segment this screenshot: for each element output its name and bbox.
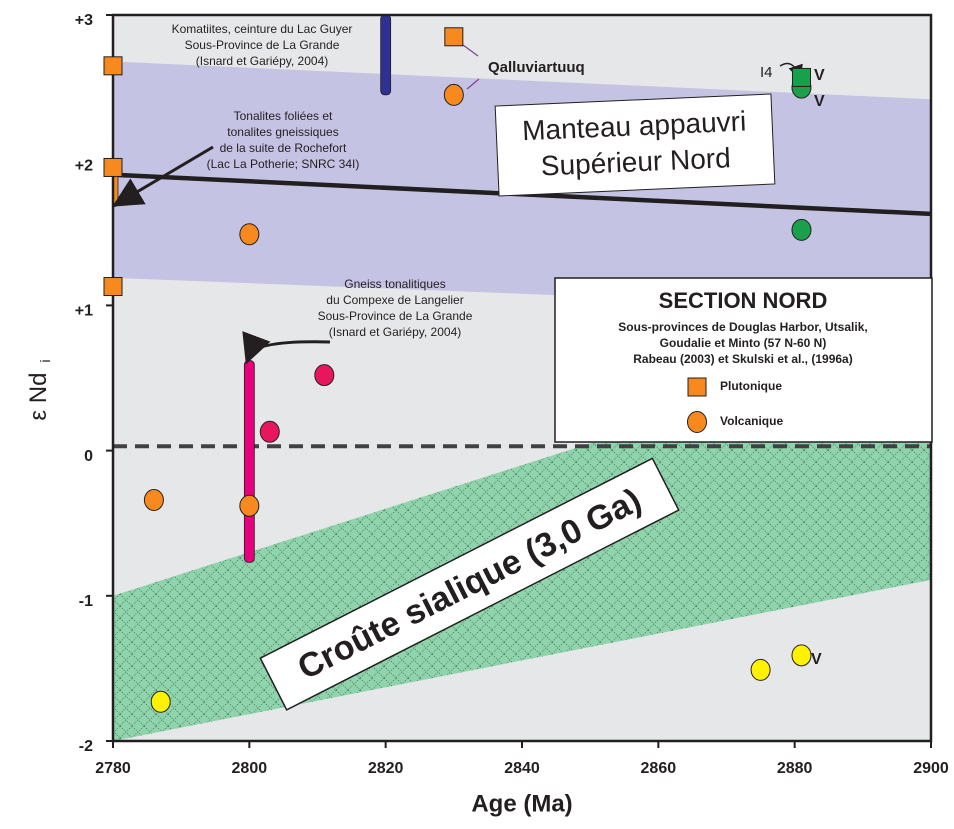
x-tick-label: 2820 (368, 760, 404, 777)
point-label: V (814, 67, 825, 84)
y-tick-label: +1 (75, 303, 93, 320)
point (239, 494, 260, 517)
annotation: tonalites gneissiques (227, 125, 338, 139)
legend-text: Sous-provinces de Douglas Harbor, Utsali… (618, 320, 867, 334)
range-bar (380, 15, 392, 96)
y-tick-label: -1 (79, 593, 93, 610)
label-box (494, 93, 776, 197)
point (103, 277, 123, 297)
y-tick-label: -2 (79, 738, 93, 755)
label-box (259, 457, 680, 711)
range-bar (243, 360, 255, 563)
x-axis-label: Age (Ma) (471, 790, 572, 817)
annotation: (Isnard et Gariépy, 2004) (329, 325, 462, 339)
point (443, 83, 464, 106)
annotation: Sous-Province de La Grande (185, 38, 340, 52)
point (143, 488, 164, 511)
legend-title: SECTION NORD (659, 288, 828, 313)
x-tick-label: 2840 (504, 760, 540, 777)
annotation: du Compexe de Langelier (326, 293, 463, 307)
y-tick-label: 0 (84, 448, 93, 465)
point (791, 67, 811, 87)
x-tick-label: 2860 (641, 760, 677, 777)
annotation: de la suite de Rochefort (220, 141, 347, 155)
point (150, 690, 171, 713)
x-tick-label: 2880 (777, 760, 813, 777)
point-label: I4 (760, 64, 773, 81)
point (103, 157, 123, 177)
legend-swatch (687, 377, 707, 397)
annotation: Gneiss tonalitiques (344, 277, 445, 291)
point (791, 218, 812, 241)
annotation: Sous-Province de La Grande (318, 309, 473, 323)
point (444, 27, 464, 47)
point (791, 644, 812, 667)
point-label: Qalluviartuuq (488, 59, 585, 76)
point-label: V (811, 651, 822, 668)
legend-swatch (687, 411, 707, 433)
x-tick-label: 2900 (913, 760, 949, 777)
point-label: V (814, 93, 825, 110)
arrow (242, 331, 331, 365)
annotation: Tonalites foliées et (234, 109, 333, 123)
point (239, 223, 260, 246)
x-tick-label: 2780 (95, 760, 131, 777)
y-axis-label-main: ε Nd (25, 373, 52, 421)
annotation: Komatiites, ceinture du Lac Guyer (172, 22, 353, 36)
y-axis-label: ε Nd i (25, 359, 52, 420)
leader (462, 44, 480, 90)
arrow (112, 145, 214, 207)
y-tick-label: +2 (75, 157, 93, 174)
y-tick-label: +3 (75, 12, 93, 29)
point (259, 420, 280, 443)
point (750, 658, 771, 681)
annotation: (Isnard et Gariépy, 2004) (196, 54, 329, 68)
legend-text: Rabeau (2003) et Skulski et al., (1996a) (633, 352, 852, 366)
point (314, 364, 335, 387)
annotation: (Lac La Potherie; SNRC 34I) (207, 157, 360, 171)
legend-label: Volcanique (720, 414, 783, 428)
point (103, 56, 123, 76)
legend-label: Plutonique (720, 379, 782, 393)
legend-text: Goudalie et Minto (57 N-60 N) (660, 336, 827, 350)
legend-box (554, 277, 933, 443)
x-tick-label: 2800 (232, 760, 268, 777)
y-axis-label-sub: i (37, 359, 53, 362)
